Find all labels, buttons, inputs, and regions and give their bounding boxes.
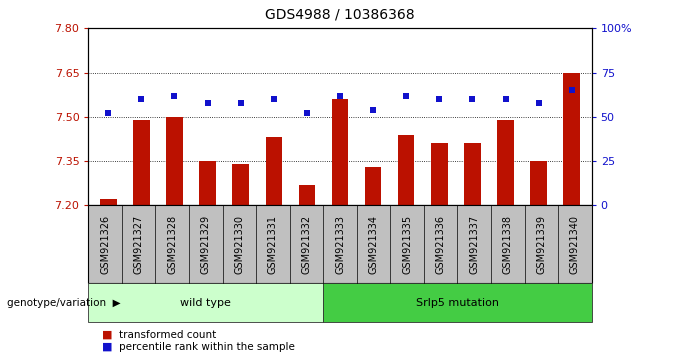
Text: GDS4988 / 10386368: GDS4988 / 10386368 — [265, 7, 415, 21]
Point — [169, 93, 180, 98]
Point — [335, 93, 345, 98]
Point — [401, 93, 411, 98]
Text: GSM921326: GSM921326 — [100, 215, 110, 274]
Bar — [265, 137, 282, 205]
Text: GSM921330: GSM921330 — [235, 215, 244, 274]
Text: ■: ■ — [102, 330, 112, 339]
Point — [467, 96, 478, 102]
Bar — [233, 164, 249, 205]
Text: GSM921336: GSM921336 — [436, 215, 445, 274]
Point — [202, 100, 213, 105]
Text: percentile rank within the sample: percentile rank within the sample — [119, 342, 295, 352]
Text: GSM921327: GSM921327 — [134, 215, 143, 274]
Text: GSM921333: GSM921333 — [335, 215, 345, 274]
Bar — [431, 143, 447, 205]
Text: GSM921328: GSM921328 — [167, 215, 177, 274]
Point — [566, 87, 577, 93]
Bar — [464, 143, 481, 205]
Bar — [497, 120, 514, 205]
Text: ■: ■ — [102, 342, 112, 352]
Text: wild type: wild type — [180, 298, 231, 308]
Bar — [199, 161, 216, 205]
Point — [533, 100, 544, 105]
Point — [103, 110, 114, 116]
Bar — [299, 185, 315, 205]
Point — [235, 100, 246, 105]
Text: GSM921335: GSM921335 — [402, 215, 412, 274]
Point — [301, 110, 312, 116]
Bar — [365, 167, 381, 205]
Point — [368, 107, 379, 113]
Text: genotype/variation  ▶: genotype/variation ▶ — [7, 298, 120, 308]
Bar — [398, 135, 415, 205]
Point — [269, 96, 279, 102]
Text: GSM921331: GSM921331 — [268, 215, 278, 274]
Text: GSM921338: GSM921338 — [503, 215, 513, 274]
Text: GSM921332: GSM921332 — [301, 215, 311, 274]
Bar — [530, 161, 547, 205]
Point — [434, 96, 445, 102]
Text: Srlp5 mutation: Srlp5 mutation — [416, 298, 499, 308]
Point — [500, 96, 511, 102]
Bar — [166, 117, 183, 205]
Text: GSM921340: GSM921340 — [570, 215, 580, 274]
Text: GSM921334: GSM921334 — [369, 215, 379, 274]
Bar — [564, 73, 580, 205]
Bar — [133, 120, 150, 205]
Bar — [100, 199, 116, 205]
Text: GSM921339: GSM921339 — [537, 215, 546, 274]
Point — [136, 96, 147, 102]
Text: transformed count: transformed count — [119, 330, 216, 339]
Text: GSM921329: GSM921329 — [201, 215, 211, 274]
Text: GSM921337: GSM921337 — [469, 215, 479, 274]
Bar — [332, 99, 348, 205]
